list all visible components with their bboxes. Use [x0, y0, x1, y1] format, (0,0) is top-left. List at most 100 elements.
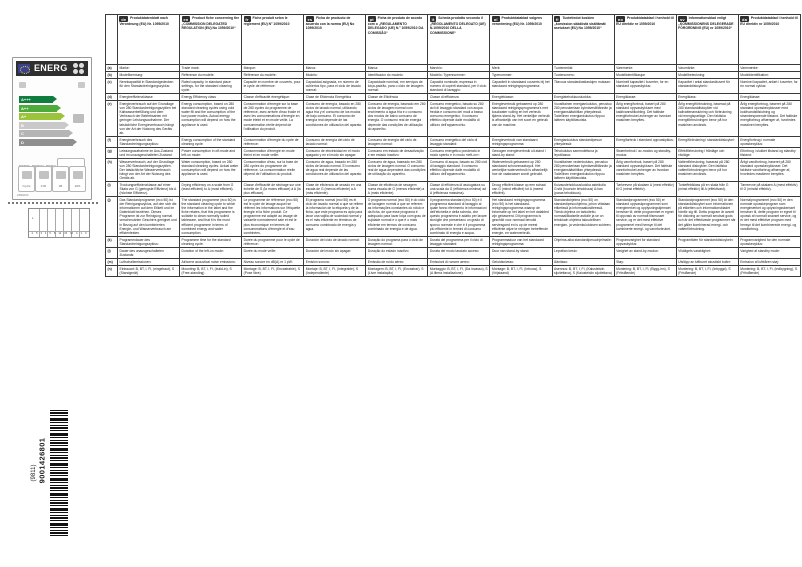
cell-k-es: Duración del ciclo de lavado normal: [303, 235, 367, 248]
eu-flag-icon [18, 64, 30, 74]
cell-f-de: Energieverbrauch des Standardreinigungsz… [116, 135, 181, 148]
cell-l-sv: Vilolägets varaktighet: [675, 246, 739, 259]
cell-l-it: Durata del modo lasciato acceso: [427, 246, 491, 259]
cell-a-fi: Tuotemerkki: [551, 63, 615, 73]
cell-i-fi: Kuivaustehokkuusluokka asteikolla G:stä … [551, 181, 615, 198]
cell-j-it: Il programma standard (eco 50) è il prog… [427, 196, 491, 237]
row-key-l: (l) [105, 246, 118, 259]
cell-b-fr: Référence du modèle: [241, 71, 305, 80]
cell-k-fr: Durée du programme pour le cycle de réfé… [241, 235, 305, 248]
table-row: (m) Luftschallemissionen: Airborne acousti… [105, 257, 802, 266]
cell-l-de: Dauer des unausgeschalteten Zustands: [116, 246, 181, 259]
cell-j-de: Das Standardprogramm (eco 50) ist der Re… [116, 196, 181, 237]
cell-j-no: Standardprogrammet (eco 50) er standard … [613, 196, 677, 237]
cell-l-fr: Durée du mode veille: [241, 246, 305, 259]
energy-class-bar: C [19, 130, 73, 138]
row-key-b: (b) [105, 71, 118, 80]
cell-e-de: Energieverbrauch auf der Grundlage von 2… [116, 100, 181, 137]
cell-b-pt: Identificador do modelo: [365, 71, 429, 80]
column-header-en: en Product fiche concerning the „COMMISSI… [179, 14, 243, 65]
cell-b-no: Modellidentifikasjon [613, 71, 677, 80]
cell-a-fr: Marque: [241, 63, 305, 73]
left-illustration-panel: ENERG A+++ A++ A+ B C D ENERGIE · ENERGI… [0, 0, 105, 567]
table-row: (g) Leistungsaufnahme im Aus-Zustand und … [105, 146, 802, 159]
lang-chip-nl: nl [491, 16, 500, 23]
cell-g-de: Leistungsaufnahme im Aus-Zustand und im … [116, 146, 181, 159]
cell-d-en: Energy Efficiency class [179, 93, 243, 102]
row-key-k: (k) [105, 235, 118, 248]
cell-c-no: Nominell kapasitet i kuverter, for en st… [613, 78, 677, 95]
cell-g-pt: Consumo em estado de desactivação e em e… [365, 146, 429, 159]
cell-d-nl: Energieklasse: [489, 93, 553, 102]
brand-placeholder-box [19, 82, 26, 88]
cell-h-pt: Consumo de água, baseado em 280 ciclos d… [365, 157, 429, 183]
barcode-sub-number: (9811) [31, 464, 37, 482]
lang-chip-sv: sv [678, 16, 687, 23]
table-row: (c) Nennkapazität in Standardgedecken für… [105, 78, 802, 95]
energy-class-bar: A+ [19, 113, 65, 121]
energy-label-brand-word: ENERG [34, 63, 68, 73]
cell-l-en: Duration of the left-on mode: [179, 246, 243, 259]
cell-h-it: Consumo di acqua, basato su 280 cicli di… [427, 157, 491, 183]
cell-e-sv: Årlig energiförbrukning, baserad på 280 … [675, 100, 739, 137]
cell-c-fi: Tilavuus standardiastiastojen mukaan: [551, 78, 615, 95]
cell-i-da: Tørreevne på skalaen A (mest effektiv) t… [737, 181, 802, 198]
row-key-h: (h) [105, 157, 118, 183]
cell-g-sv: Effektförbrukning i frånläge och viloläg… [675, 146, 739, 159]
cell-n-en: Mounting: B, BT, I, FI, (build-in), S (F… [179, 264, 243, 277]
cell-m-fr: Niveau sonore en dB(A) re 1 pW: [241, 257, 305, 266]
cell-f-da: Energiforbrug i normale opvaskecyklus: [737, 135, 802, 148]
cell-l-da: Varighed af standby mode: [737, 246, 802, 259]
cell-c-fr: Capacité en nombre de couverts, pour le … [241, 78, 305, 95]
cell-e-nl: Energieverbruik gebaseerd op 280 standaa… [489, 100, 553, 137]
cell-l-pt: Duração do estado inactivo: [365, 246, 429, 259]
product-fiche-table: de Produktdatenblatt nach Verordnung (EU)… [105, 14, 802, 277]
cell-n-de: Einbauart: B, BT, I, FI, (eingebaut), S … [116, 264, 181, 277]
cell-k-it: Durata del programma per il ciclo di lav… [427, 235, 491, 248]
cell-a-pt: Marca: [365, 63, 429, 73]
cell-j-sv: Standardprogrammet (eco 50) är den stand… [675, 196, 739, 237]
cell-m-es: Emisión sonora: [303, 257, 367, 266]
cell-e-da: Årlig energiforbrug, baseret på 280 stan… [737, 100, 802, 137]
cell-h-nl: Waterverbruik gebaseerd op 280 standaard… [489, 157, 553, 183]
cell-k-no: Programvarighet for standard oppvaskyklu… [613, 235, 677, 248]
energy-class-bar: A++ [19, 104, 61, 112]
column-header-fr: fr Fiche produit selon le règlement (EU) … [241, 14, 305, 65]
table-row: (l) Dauer des unausgeschalteten Zustands:… [105, 246, 802, 259]
cell-m-de: Luftschallemissionen: [116, 257, 181, 266]
table-row: (n) Einbauart: B, BT, I, FI, (eingebaut),… [105, 264, 802, 277]
barcode-number: 9001426801 [37, 437, 47, 484]
cell-n-pt: Montagem: B, BT, I, FI, (Encastrar), S (… [365, 264, 429, 277]
cell-g-fr: Consommation d'énergie en mode éteint et… [241, 146, 305, 159]
table-row: (h) Wasserverbrauch, auf der Grundlage vo… [105, 157, 802, 183]
cell-k-da: Programvarighed for den normale opvaskec… [737, 235, 802, 248]
cell-d-pt: Classe de Eficiência [365, 93, 429, 102]
table-row: (e) Energieverbrauch auf der Grundlage vo… [105, 100, 802, 137]
cell-n-sv: Montering: B, BT, I, FI, (Inbyggd), S (F… [675, 264, 739, 277]
cell-a-nl: Merk: [489, 63, 553, 73]
cell-h-en: Water consumption, based on 280 standard… [179, 157, 243, 183]
row-key-d: (d) [105, 93, 118, 102]
barcode-image [50, 410, 68, 536]
row-key-j: (j) [105, 196, 118, 237]
column-header-it: it Scheda prodotto secondo il „REGOLAMENT… [427, 14, 491, 65]
cell-g-no: Strømforbruk i av-modus og standby-modus… [613, 146, 677, 159]
cell-l-nl: Duur van stand-by stand: [489, 246, 553, 259]
dimension-diagram-tag: L [32, 216, 34, 220]
cell-i-sv: Torkeffektklass på en skala från G (mins… [675, 181, 739, 198]
table-row: (d) Energieeffizienzklasse Energy Efficien… [105, 93, 802, 102]
cell-i-fr: Classe d'efficacité de séchage sur une é… [241, 181, 305, 198]
table-row: (a) Marke: Trade mark: Marque: Marca: Marca: M… [105, 63, 802, 73]
cell-f-es: Consumo de energía del ciclo de lavado n… [303, 135, 367, 148]
energy-class-bar: B [19, 121, 69, 129]
cell-h-sv: Vattenförbrukning, baserad på 280 standa… [675, 157, 739, 183]
cell-n-nl: Montage: B, BT, I, FI, (Inbouw), S (Vrij… [489, 264, 553, 277]
model-placeholder-box [78, 82, 85, 88]
cell-i-it: Classe di efficienza di asciugatura su u… [427, 181, 491, 198]
lang-chip-en: en [181, 16, 191, 23]
cell-b-nl: Typenummer: [489, 71, 553, 80]
cell-i-no: Tørkeevne på skalaen A (mest effektiv) t… [613, 181, 677, 198]
cell-e-fr: Consommation d'énergie sur la base de 28… [241, 100, 305, 137]
cell-d-de: Energieeffizienzklasse [116, 93, 181, 102]
cell-d-sv: Energiklass: [675, 93, 739, 102]
